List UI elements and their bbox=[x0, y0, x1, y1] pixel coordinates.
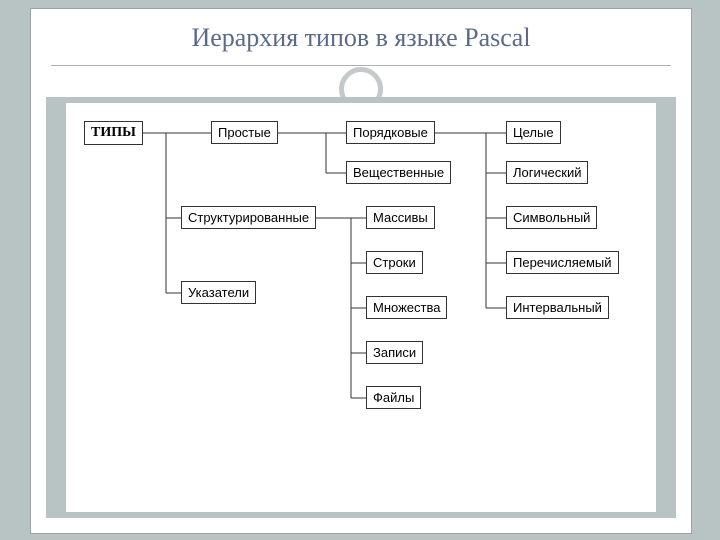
node-real: Вещественные bbox=[346, 161, 451, 184]
slide-frame: Иерархия типов в языке Pascal ТИПЫ Просты… bbox=[30, 8, 692, 534]
node-enum: Перечисляемый bbox=[506, 251, 619, 274]
node-records: Записи bbox=[366, 341, 423, 364]
node-arrays: Массивы bbox=[366, 206, 435, 229]
node-strings: Строки bbox=[366, 251, 423, 274]
node-int: Целые bbox=[506, 121, 561, 144]
node-struct: Структурированные bbox=[181, 206, 316, 229]
node-range: Интервальный bbox=[506, 296, 609, 319]
node-ordinal: Порядковые bbox=[346, 121, 435, 144]
node-sets: Множества bbox=[366, 296, 447, 319]
title-rule bbox=[51, 65, 671, 66]
node-files: Файлы bbox=[366, 386, 421, 409]
node-root: ТИПЫ bbox=[84, 121, 143, 145]
node-char: Символьный bbox=[506, 206, 597, 229]
node-bool: Логический bbox=[506, 161, 588, 184]
slide-title: Иерархия типов в языке Pascal bbox=[31, 23, 691, 53]
diagram-canvas: ТИПЫ Простые Структурированные Указатели Пор… bbox=[66, 103, 656, 512]
diagram-panel: ТИПЫ Простые Структурированные Указатели Пор… bbox=[46, 97, 676, 518]
node-ptr: Указатели bbox=[181, 281, 256, 304]
node-simple: Простые bbox=[211, 121, 278, 144]
